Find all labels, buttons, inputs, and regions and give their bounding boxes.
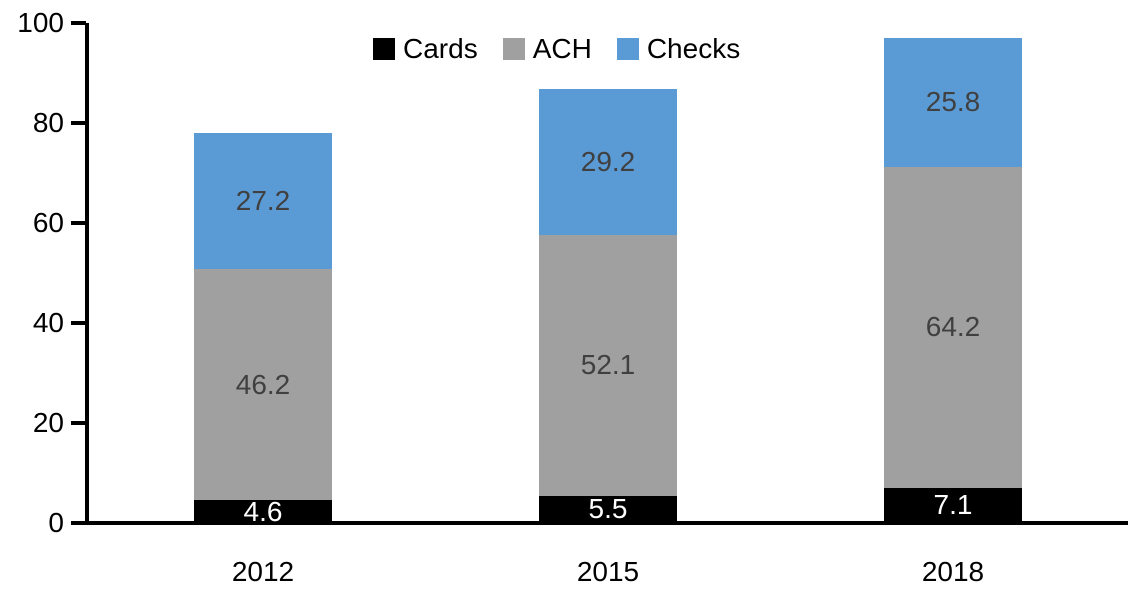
cards-swatch-icon [373, 38, 395, 60]
y-axis-tick-label: 60 [32, 207, 64, 238]
data-label: 46.2 [235, 368, 291, 400]
y-axis-tick-label: 80 [32, 107, 64, 138]
x-axis-tick-label: 2018 [921, 556, 985, 587]
x-axis-tick-label: 2012 [231, 556, 295, 587]
bar-segment-cards-2018: 7.1 [884, 487, 1022, 523]
bar-segment-checks-2015: 29.2 [539, 89, 677, 235]
x-axis-line [71, 521, 1128, 525]
data-label: 27.2 [235, 185, 291, 216]
bar-segment-cards-2015: 5.5 [539, 493, 677, 525]
data-label: 7.1 [933, 489, 973, 521]
legend-label-cards: Cards [403, 33, 478, 64]
legend-item-ach: ACH [502, 33, 592, 64]
bar-segment-checks-2012: 27.2 [194, 133, 332, 269]
data-label: 25.8 [925, 86, 981, 117]
y-axis-tick-label: 0 [48, 507, 64, 538]
y-axis-tick-label: 40 [32, 307, 64, 338]
checks-swatch-icon [616, 38, 639, 60]
y-axis-tick-mark [71, 221, 86, 225]
legend-item-cards: Cards [373, 34, 478, 64]
bar-segment-ach-2018: 64.2 [884, 166, 1022, 488]
data-label: 64.2 [925, 311, 981, 342]
bar-segment-ach-2015: 52.1 [539, 235, 677, 496]
y-axis-tick-label: 100 [17, 7, 64, 38]
y-axis-tick-mark [71, 321, 86, 325]
bar-segment-checks-2018: 25.8 [884, 37, 1022, 167]
legend: Cards ACH Checks [373, 34, 740, 64]
legend-item-checks: Checks [616, 33, 741, 64]
y-axis-tick-mark [71, 421, 86, 425]
bar-segment-cards-2012: 4.6 [194, 496, 332, 526]
y-axis-tick-mark [71, 121, 86, 125]
x-axis-tick-label: 2015 [576, 556, 640, 587]
data-label: 4.6 [243, 495, 283, 527]
data-label: 29.2 [580, 146, 636, 177]
data-label: 5.5 [588, 493, 628, 525]
ach-swatch-icon [502, 38, 525, 60]
legend-label-checks: Checks [646, 33, 741, 64]
y-axis-tick-label: 20 [32, 407, 64, 438]
bar-segment-ach-2012: 46.2 [194, 269, 332, 500]
y-axis-tick-mark [71, 521, 86, 525]
y-axis-line [85, 23, 89, 525]
data-label: 52.1 [580, 349, 636, 381]
y-axis-tick-mark [71, 21, 86, 25]
legend-label-ach: ACH [532, 33, 592, 64]
